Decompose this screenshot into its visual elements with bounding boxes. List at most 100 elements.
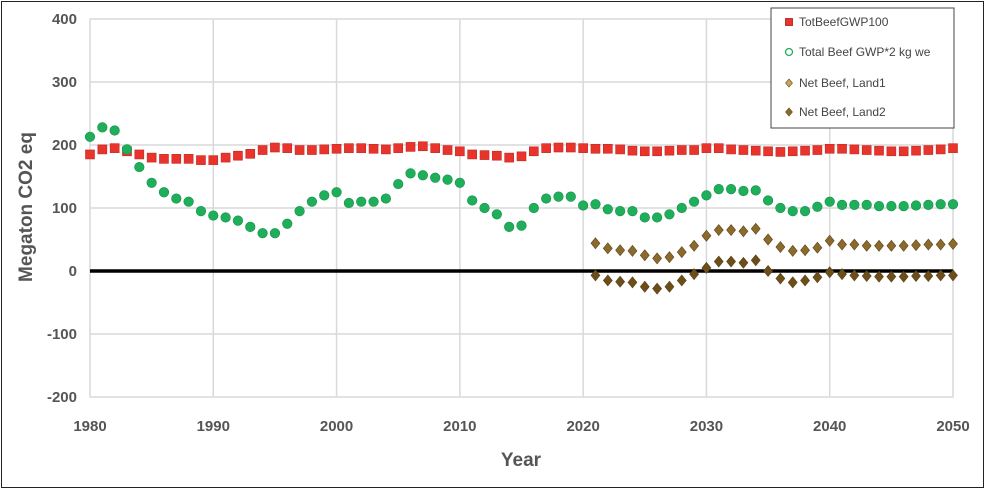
data-point: [294, 206, 305, 217]
data-point: [602, 204, 613, 215]
data-point: [627, 276, 638, 289]
data-point: [615, 275, 626, 288]
data-point: [910, 200, 922, 211]
data-point: [652, 146, 662, 157]
data-point: [430, 143, 441, 153]
y-tick-label: 200: [52, 137, 77, 154]
data-point: [553, 142, 564, 153]
data-point: [873, 201, 885, 212]
data-point: [701, 229, 712, 242]
data-point: [800, 145, 810, 156]
data-point: [726, 144, 736, 155]
data-point: [146, 177, 157, 188]
data-point: [639, 146, 650, 157]
data-point: [553, 191, 564, 202]
data-point: [713, 143, 724, 153]
data-point: [294, 145, 305, 155]
data-point: [898, 146, 909, 157]
data-point: [750, 185, 761, 196]
data-point: [812, 241, 823, 254]
data-point: [948, 237, 958, 250]
data-point: [775, 241, 786, 254]
data-point: [159, 154, 169, 164]
data-point: [738, 256, 749, 269]
data-point: [861, 199, 872, 210]
data-point: [381, 144, 391, 155]
data-point: [319, 144, 330, 155]
data-point: [911, 270, 921, 283]
data-point: [455, 146, 465, 157]
data-point: [750, 145, 761, 156]
data-point: [134, 149, 145, 160]
data-point: [837, 238, 847, 251]
x-tick-label: 1990: [197, 418, 230, 435]
data-point: [861, 270, 872, 283]
data-point: [701, 261, 712, 274]
data-point: [689, 239, 699, 252]
data-point: [652, 212, 663, 223]
data-point: [319, 190, 330, 201]
data-point: [195, 206, 207, 217]
data-point: [861, 239, 872, 252]
data-point: [565, 191, 576, 202]
data-point: [232, 215, 244, 226]
data-point: [688, 196, 700, 207]
data-point: [331, 143, 342, 154]
data-point: [750, 222, 761, 235]
data-point: [257, 228, 268, 239]
data-point: [787, 146, 798, 157]
data-point: [183, 196, 194, 207]
data-point: [442, 145, 453, 155]
data-point: [861, 145, 872, 155]
data-point: [701, 190, 712, 201]
data-point: [245, 149, 256, 159]
data-point: [307, 145, 317, 155]
data-point: [898, 270, 909, 283]
data-point: [405, 142, 416, 152]
data-point: [886, 146, 897, 157]
data-point: [269, 228, 281, 239]
data-point: [590, 269, 601, 282]
data-point: [566, 142, 576, 153]
data-point: [331, 187, 342, 198]
data-point: [886, 239, 897, 252]
data-point: [923, 238, 934, 251]
y-tick-label: 300: [52, 74, 77, 91]
series-4: [590, 254, 958, 295]
data-point: [208, 155, 219, 165]
y-tick-label: 0: [69, 263, 77, 280]
data-point: [836, 199, 848, 210]
legend-label: Net Beef, Land2: [799, 105, 886, 119]
data-point: [491, 209, 502, 220]
data-point: [948, 269, 958, 282]
data-point: [516, 151, 527, 162]
data-point: [676, 145, 687, 155]
data-point: [824, 196, 835, 207]
data-marks: [84, 122, 959, 295]
data-point: [911, 145, 921, 156]
data-point: [479, 202, 490, 214]
x-tick-label: 2010: [443, 418, 476, 435]
data-point: [849, 144, 860, 155]
data-point: [393, 143, 404, 153]
data-point: [948, 143, 958, 153]
data-point: [935, 144, 946, 155]
data-point: [824, 143, 835, 154]
data-point: [121, 144, 133, 155]
data-point: [947, 199, 959, 210]
data-point: [787, 206, 798, 217]
data-point: [676, 246, 687, 259]
data-point: [775, 147, 786, 157]
data-point: [282, 218, 293, 229]
data-point: [627, 145, 638, 156]
data-point: [726, 255, 736, 268]
data-point: [935, 238, 946, 251]
data-point: [590, 237, 601, 250]
y-axis-title: Megaton CO2 eq: [16, 132, 37, 282]
data-point: [812, 271, 823, 284]
data-point: [837, 143, 847, 154]
data-point: [356, 196, 367, 207]
legend-label: TotBeefGWP100: [799, 15, 889, 29]
data-point: [344, 143, 354, 153]
data-point: [380, 193, 391, 204]
